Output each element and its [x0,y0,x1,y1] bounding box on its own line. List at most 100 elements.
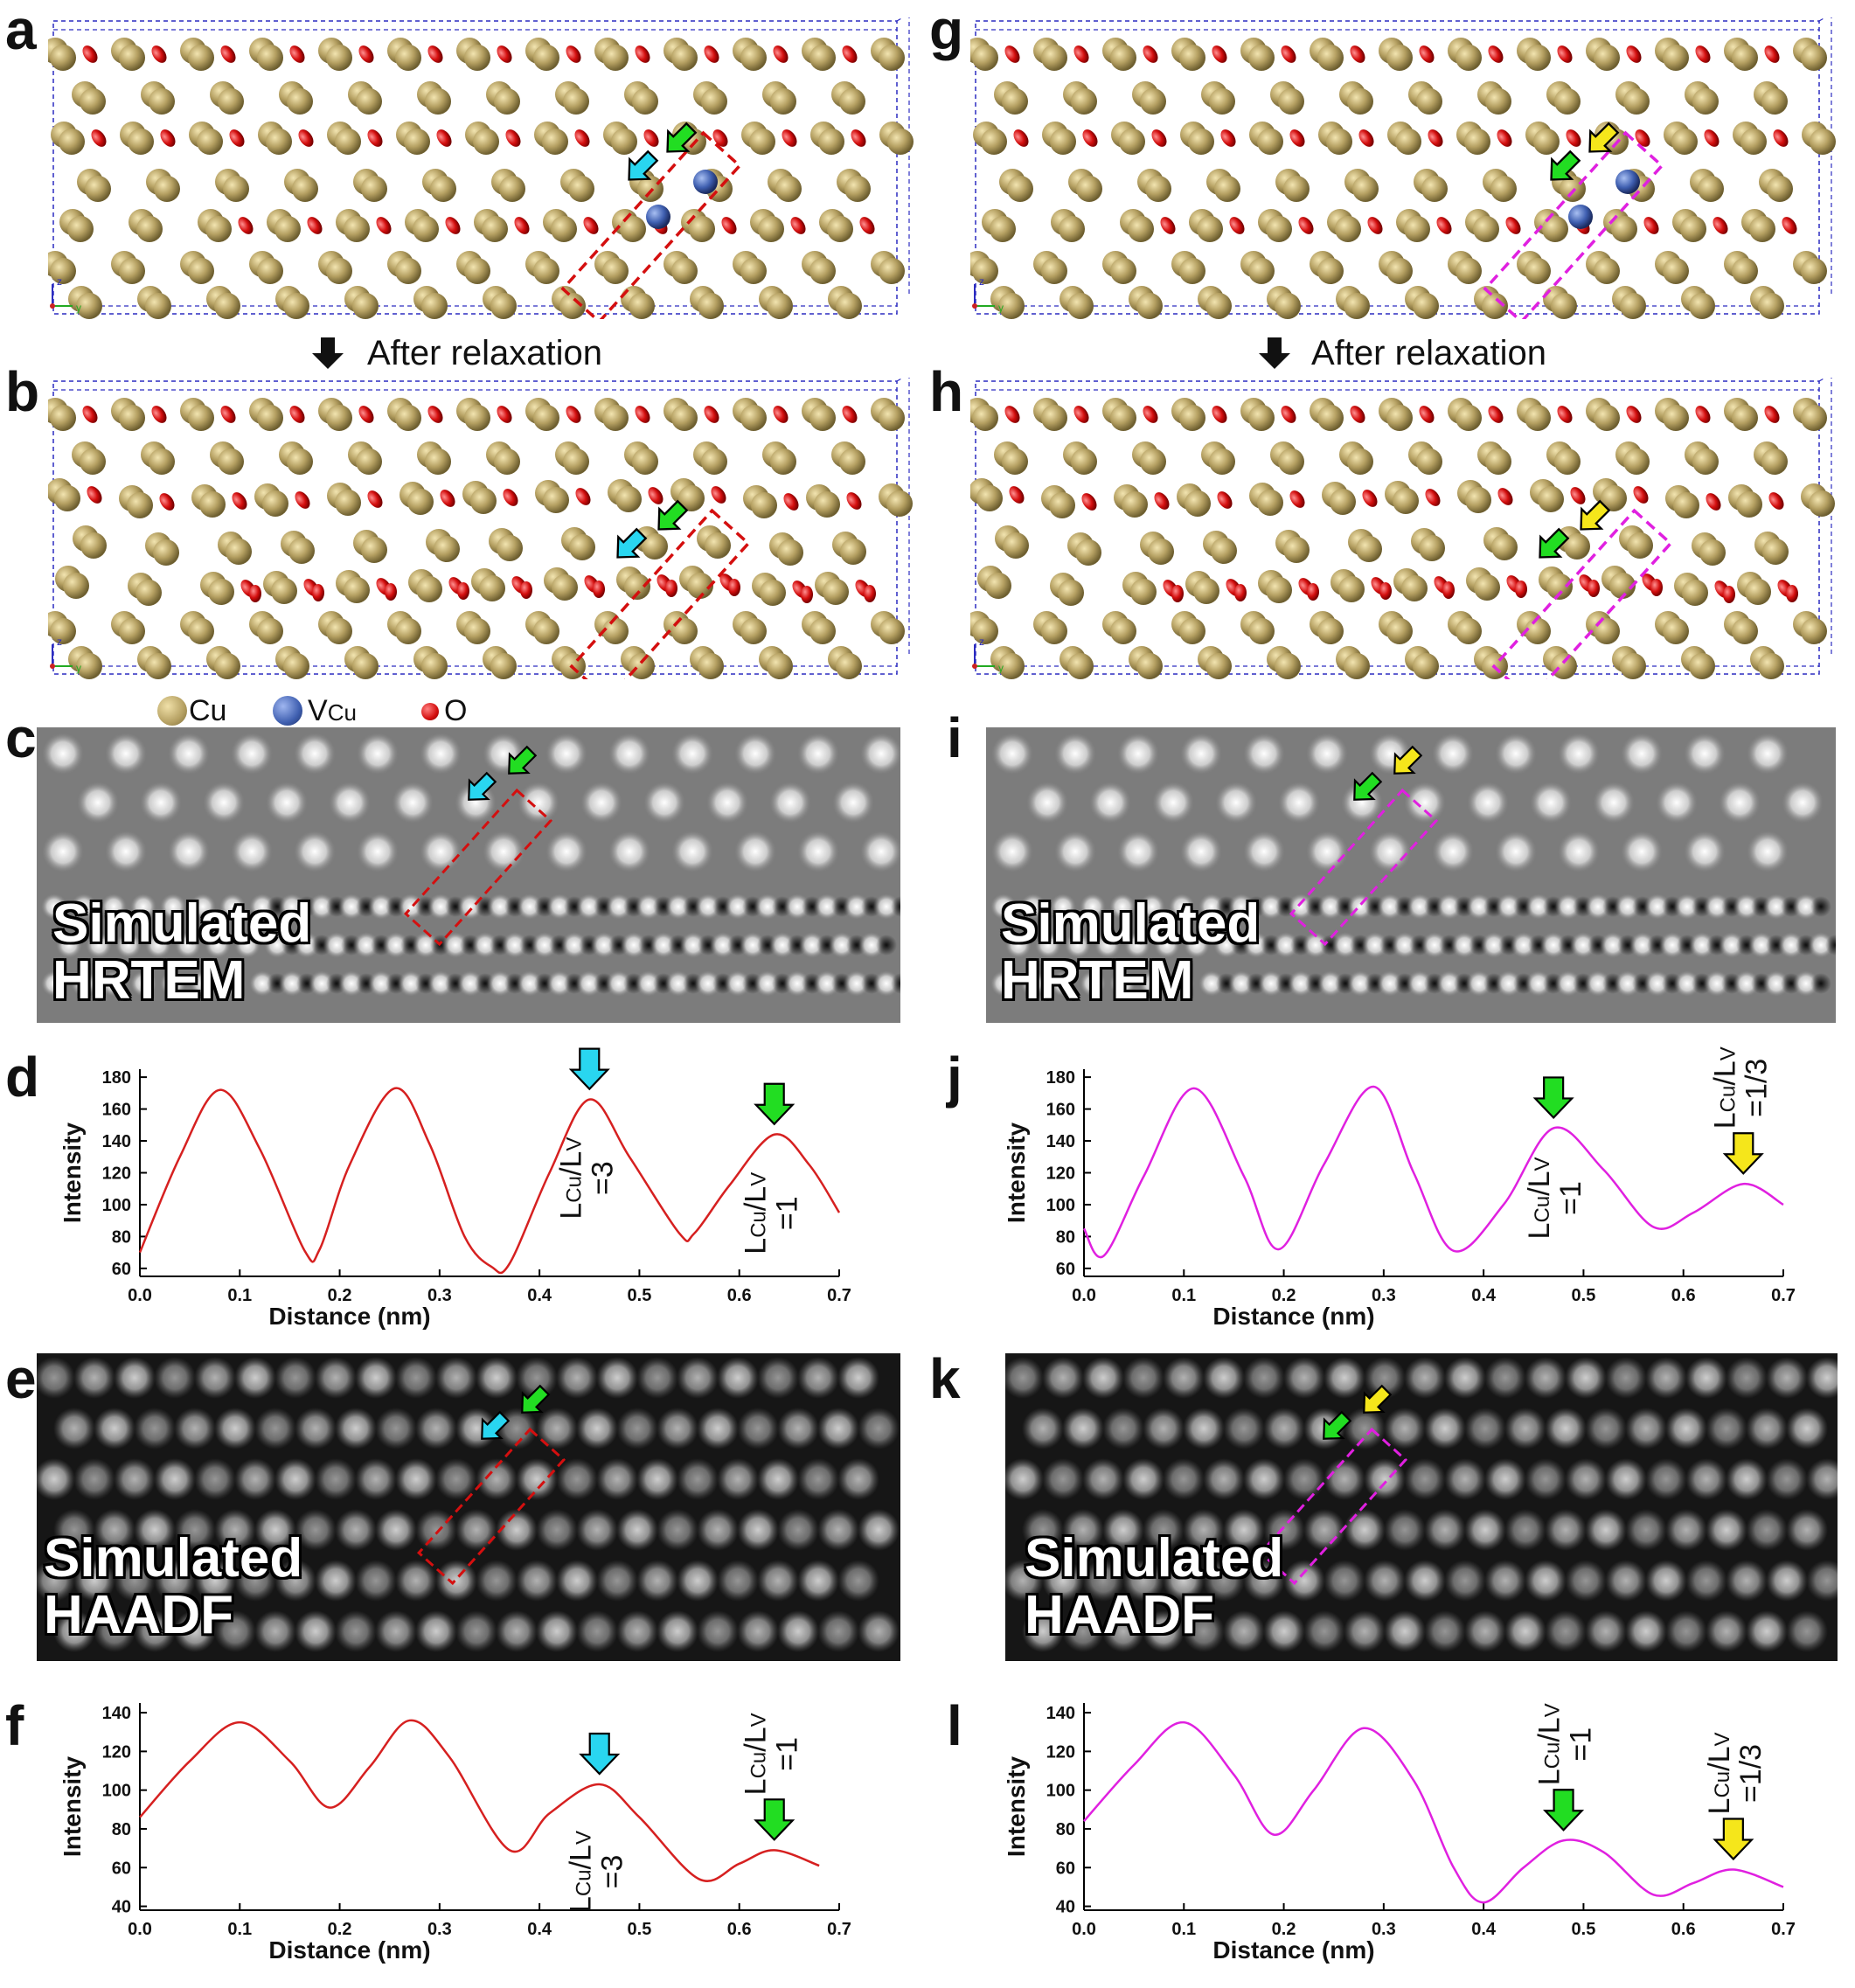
bright-spot [502,932,528,958]
x-tick-label: 0.4 [1471,1920,1497,1939]
atom-column-spot [576,1610,618,1652]
atom-column-spot [1143,1509,1185,1551]
ratio-value-label: =3 [596,1855,629,1889]
o-atom [91,129,107,147]
cu-atom [624,573,650,600]
cu-atom [407,489,434,515]
atom-column-spot [1665,1509,1707,1551]
panel-letter-f: f [5,1694,24,1757]
y-tick-label: 120 [1046,1742,1075,1762]
cu-atom [1404,216,1430,242]
o-atom [1488,406,1504,423]
atom-column-spot [1565,1560,1607,1602]
cu-atom [274,216,301,242]
bright-spot [1496,893,1522,920]
bright-spot [219,970,246,997]
y-tick-label: 100 [1046,1196,1075,1215]
cu-atom [1620,293,1646,319]
cu-atom [1110,405,1136,431]
o-atom [1171,585,1184,602]
cu-atom [425,448,451,475]
bright-spot [1585,893,1611,920]
atom-column-spot [556,1458,598,1500]
atom-column-spot [1344,1509,1386,1551]
bright-spot [105,831,147,872]
bright-spot [769,932,795,958]
bright-spot [1644,893,1671,920]
cu-atom [1533,129,1560,155]
cu-atom [1594,45,1620,71]
atom-column-spot [1324,1560,1365,1602]
atom-column-spot [1565,1357,1607,1399]
atom-column-spot [536,1509,578,1551]
atom-column-spot [1364,1560,1406,1602]
panel-letter-l: l [947,1694,962,1757]
cu-atom [1801,618,1827,644]
bright-spot [734,733,776,775]
bright-spot [580,782,622,824]
cu-atom [128,129,154,155]
atom-column-spot [1525,1458,1567,1500]
cu-atom [998,653,1025,679]
bright-spot [1530,782,1572,824]
cu-atom [1257,490,1283,516]
y-tick-label: 40 [112,1898,131,1917]
cu-atom [1740,129,1767,155]
o-atom [367,129,383,147]
bright-spot [266,782,308,824]
atom-column-spot [1424,1408,1466,1449]
atom-column-spot [797,1560,839,1602]
cu-atom [701,88,727,115]
atom-column-spot [556,1357,598,1399]
bright-spot [1719,782,1761,824]
bright-spot [264,932,290,958]
bright-spot [1782,782,1824,824]
cu-atom [632,448,658,475]
cu-atom [413,216,439,242]
x-tick-label: 0.2 [1272,1286,1296,1305]
atom-column-spot [355,1357,397,1399]
bright-spot [695,970,721,997]
atom-column-spot [154,1357,196,1399]
atom-column-spot [1042,1357,1084,1399]
cu-atom [499,176,525,202]
atom-column-spot [1605,1357,1647,1399]
o-atom [801,586,813,603]
atom-column-spot [435,1357,477,1399]
profile-box [416,1427,566,1586]
cu-atom [701,448,727,475]
atom-column-spot [214,1408,256,1449]
atom-column-spot [616,1408,658,1449]
bright-spot [576,893,602,920]
cu-atom [199,491,226,518]
bright-spot [814,970,840,997]
o-atom [1650,579,1663,596]
bright-spot [130,893,156,920]
cu-atom [1680,216,1706,242]
bright-spot [1808,932,1834,958]
o-atom [783,493,799,511]
atom-column-spot [697,1610,739,1652]
bright-spot [42,831,84,872]
cu-atom [751,492,777,518]
bright-spot [1629,932,1656,958]
bright-spot [844,893,870,920]
atom-column-spot [395,1357,437,1399]
y-tick-label: 100 [102,1782,131,1801]
cu-atom [1465,487,1491,513]
x-tick-label: 0.4 [527,1920,552,1939]
cu-atom [1347,448,1373,475]
bright-spot [1180,831,1222,872]
cu-atom [533,618,559,644]
bright-spot [1793,893,1819,920]
cu-atom [767,293,793,319]
atom-column-spot [94,1610,135,1652]
bright-spot [413,932,439,958]
z-axis-label: z [57,275,62,288]
atom-column-spot [1042,1560,1084,1602]
atom-column-spot [817,1509,859,1551]
dark-spot [876,935,897,956]
atom-column-spot [37,1560,75,1602]
atom-column-spot [194,1458,236,1500]
atom-column-spot [1183,1408,1225,1449]
